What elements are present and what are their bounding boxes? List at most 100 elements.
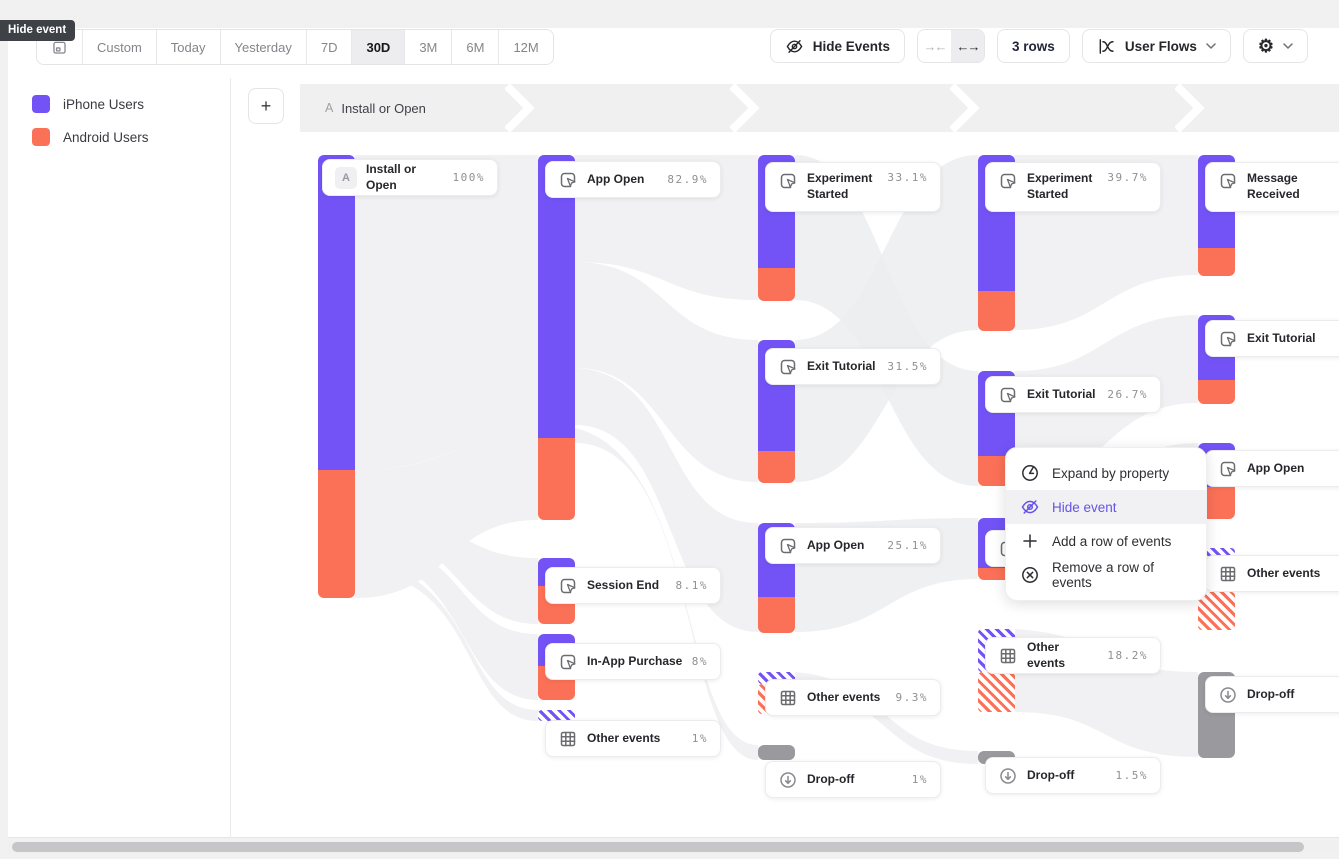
date-range-today[interactable]: Today — [156, 30, 221, 64]
event-card-experiment-started[interactable]: Experiment Started 33.1% — [765, 162, 941, 212]
collapse-expand-control: →← ←→ — [917, 29, 986, 63]
event-percent: 39.7% — [1107, 171, 1148, 184]
event-icon — [1218, 459, 1238, 479]
flow-bar-other-android[interactable] — [1198, 592, 1235, 630]
view-type-dropdown[interactable]: User Flows — [1081, 29, 1231, 63]
horizontal-scrollbar-thumb[interactable] — [12, 842, 1304, 852]
dropoff-card[interactable]: Drop-off 1.5% — [985, 757, 1161, 794]
menu-item-expand-by-property[interactable]: Expand by property — [1006, 456, 1206, 490]
event-label: Other events — [1247, 565, 1321, 580]
flow-bar-android[interactable] — [1198, 380, 1235, 404]
event-card-other-events[interactable]: Other events 9.3% — [765, 679, 941, 716]
event-percent: 18.2% — [1107, 649, 1148, 662]
gear-icon: ⚙ — [1257, 36, 1274, 56]
date-range-yesterday[interactable]: Yesterday — [220, 30, 307, 64]
event-icon — [778, 536, 798, 556]
rows-label: 3 rows — [1012, 38, 1055, 54]
event-card-exit-tutorial[interactable]: Exit Tutorial 26.7% — [985, 376, 1161, 413]
flow-bar-android[interactable] — [758, 451, 795, 483]
event-label: Other events — [1027, 639, 1066, 670]
menu-item-add-row[interactable]: Add a row of events — [1006, 524, 1206, 558]
event-card-install-or-open[interactable]: A Install or Open 100% — [322, 159, 498, 196]
flow-bar-android[interactable] — [538, 438, 575, 520]
event-card-exit-tutorial[interactable]: Exit Tutorial 31.5% — [765, 348, 941, 385]
event-label: App Open — [587, 171, 645, 186]
event-card-message-received[interactable]: Message Received — [1205, 162, 1339, 212]
event-percent: 1% — [691, 732, 708, 745]
dropoff-card[interactable]: Drop-off — [1205, 676, 1339, 713]
flow-bar-iphone[interactable] — [538, 155, 575, 438]
event-icon — [778, 357, 798, 377]
rows-button[interactable]: 3 rows — [997, 29, 1070, 63]
event-card-experiment-started[interactable]: Experiment Started 39.7% — [985, 162, 1161, 212]
event-card-other-events[interactable]: Other events 1% — [545, 720, 721, 757]
event-percent: 31.5% — [887, 360, 928, 373]
date-range-7d[interactable]: 7D — [306, 30, 353, 64]
flow-bar-dropoff[interactable] — [758, 745, 795, 760]
expand-columns-button[interactable]: ←→ — [951, 30, 985, 62]
event-label: Exit Tutorial — [1027, 386, 1096, 401]
hide-events-label: Hide Events — [812, 38, 891, 54]
date-range-3m[interactable]: 3M — [405, 30, 453, 64]
event-card-exit-tutorial[interactable]: Exit Tutorial — [1205, 320, 1339, 357]
circle-x-icon — [1020, 565, 1040, 585]
iphone-color-swatch — [32, 95, 50, 113]
date-range-12m[interactable]: 12M — [499, 30, 553, 64]
flow-bar-other-iphone[interactable] — [1198, 548, 1235, 556]
legend-item-android[interactable]: Android Users — [32, 128, 149, 146]
event-card-app-open[interactable]: App Open — [1205, 450, 1339, 487]
event-label: Experiment Started — [1027, 171, 1093, 201]
menu-item-remove-row[interactable]: Remove a row of events — [1006, 558, 1206, 592]
step-chevron-icon — [505, 84, 535, 132]
event-icon — [1218, 329, 1238, 349]
menu-item-hide-event[interactable]: Hide event — [1006, 490, 1206, 524]
step-header-bar[interactable] — [300, 84, 1339, 132]
event-card-session-end[interactable]: Session End 8.1% — [545, 567, 721, 604]
legend-item-iphone[interactable]: iPhone Users — [32, 95, 149, 113]
collapse-columns-button[interactable]: →← — [923, 38, 948, 54]
date-range-30d-selected[interactable]: 30D — [352, 30, 406, 64]
event-label: Other events — [807, 689, 881, 704]
main-panel — [8, 28, 1339, 838]
flow-bar-other-android[interactable] — [978, 672, 1015, 712]
settings-dropdown[interactable]: ⚙ — [1242, 29, 1308, 63]
event-label: Drop-off — [1027, 767, 1075, 782]
view-type-label: User Flows — [1124, 38, 1197, 54]
dropoff-card[interactable]: Drop-off 1% — [765, 761, 941, 798]
event-label: Drop-off — [807, 771, 855, 786]
event-percent: 25.1% — [887, 539, 928, 552]
eye-off-icon — [785, 37, 804, 56]
menu-item-label: Expand by property — [1052, 465, 1170, 481]
add-step-button[interactable]: + — [248, 88, 284, 124]
flow-bar-android[interactable] — [318, 470, 355, 598]
event-label: Experiment Started — [807, 171, 873, 201]
event-icon — [1218, 171, 1238, 191]
flow-bar-android[interactable] — [758, 268, 795, 301]
event-label: Exit Tutorial — [807, 358, 876, 373]
expand-property-icon — [1020, 463, 1040, 483]
flow-bar-iphone[interactable] — [318, 155, 355, 470]
flow-bar-android[interactable] — [978, 291, 1015, 331]
drop-off-icon — [1218, 685, 1238, 705]
flow-bar-android[interactable] — [1198, 248, 1235, 276]
date-range-6m[interactable]: 6M — [452, 30, 500, 64]
step-letter: A — [325, 101, 334, 115]
event-card-in-app-purchase[interactable]: In-App Purchase 8% — [545, 643, 721, 680]
step-header: A Install or Open — [325, 84, 426, 132]
legend-label: iPhone Users — [63, 96, 145, 112]
event-card-other-events[interactable]: Other events 18.2% — [985, 637, 1161, 674]
event-percent: 8.1% — [675, 579, 708, 592]
flow-bar-android[interactable] — [758, 597, 795, 633]
flow-bar-other-iphone[interactable] — [538, 710, 575, 721]
step-chevron-icon — [950, 84, 980, 132]
event-card-app-open[interactable]: App Open 82.9% — [545, 161, 721, 198]
hide-events-button[interactable]: Hide Events — [769, 29, 906, 63]
grid-icon — [778, 688, 798, 708]
grid-icon — [998, 646, 1018, 666]
date-range-custom[interactable]: Custom — [83, 30, 157, 64]
legend: iPhone Users Android Users — [32, 95, 149, 146]
event-label: Install or Open — [366, 161, 417, 192]
event-card-app-open[interactable]: App Open 25.1% — [765, 527, 941, 564]
event-card-other-events[interactable]: Other events — [1205, 555, 1339, 592]
